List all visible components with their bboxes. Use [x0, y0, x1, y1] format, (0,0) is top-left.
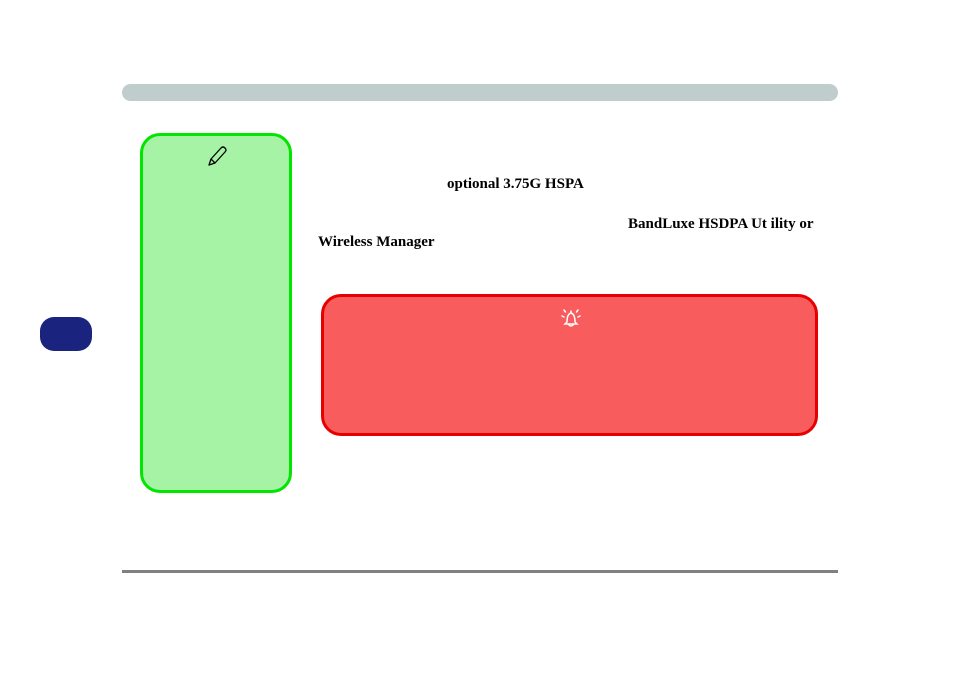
blue-pill-tab: [40, 317, 92, 351]
bandluxe-utility-text: BandLuxe HSDPA Ut ility or: [628, 216, 814, 233]
bell-icon: [559, 306, 583, 328]
wireless-manager-text: Wireless Manager: [318, 234, 435, 251]
pen-icon: [207, 145, 227, 167]
optional-hspa-text: optional 3.75G HSPA: [447, 176, 584, 193]
green-note-box: [140, 133, 292, 493]
top-bar: [122, 84, 838, 101]
bottom-divider: [122, 570, 838, 573]
